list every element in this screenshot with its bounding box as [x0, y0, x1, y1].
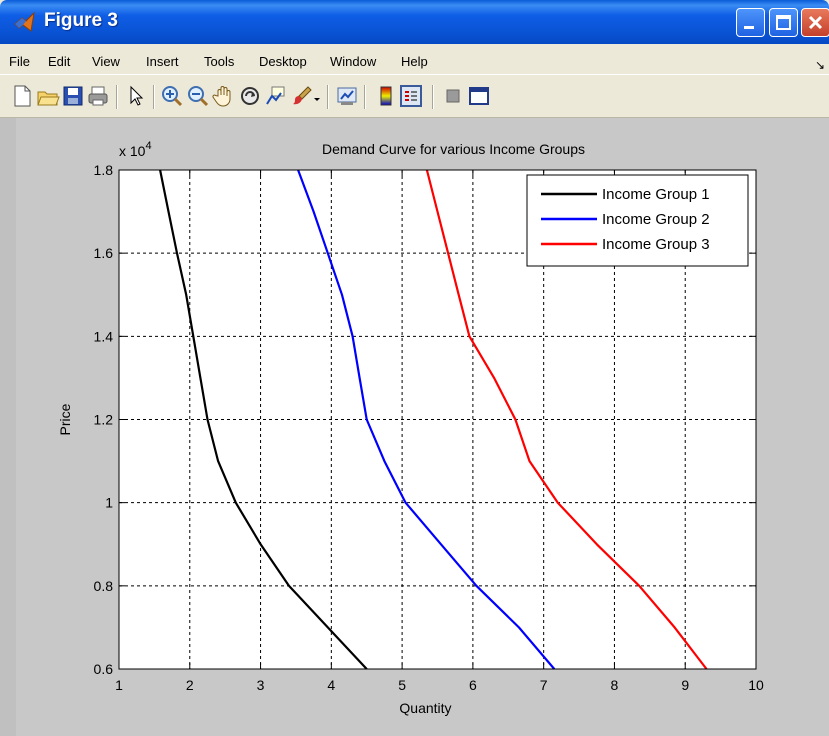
x-tick-label: 1 — [115, 677, 123, 693]
close-icon — [808, 15, 823, 30]
y-tick-label: 1.8 — [94, 162, 114, 178]
plot-area[interactable] — [118, 169, 757, 670]
brush-dropdown-icon[interactable] — [312, 84, 322, 108]
menu-help[interactable]: Help — [401, 54, 428, 69]
maximize-icon — [776, 15, 791, 30]
y-tick-label: 1.2 — [94, 412, 114, 428]
x-tick-label: 4 — [327, 677, 335, 693]
rotate-3d-icon[interactable] — [238, 84, 262, 108]
y-tick-label: 0.6 — [94, 661, 114, 677]
save-icon[interactable] — [61, 84, 85, 108]
y-exponent-base: x 10 — [119, 143, 146, 159]
pointer-icon[interactable] — [124, 84, 148, 108]
brush-icon[interactable] — [290, 84, 314, 108]
link-plot-icon[interactable] — [335, 84, 359, 108]
x-tick-label: 9 — [681, 677, 689, 693]
x-tick-label: 6 — [469, 677, 477, 693]
menu-desktop[interactable]: Desktop — [259, 54, 307, 69]
data-cursor-icon[interactable] — [264, 84, 288, 108]
toolbar-separator — [327, 85, 329, 109]
hide-plot-tools-icon[interactable] — [441, 84, 465, 108]
grid — [119, 170, 756, 669]
menu-insert[interactable]: Insert — [146, 54, 179, 69]
menu-view[interactable]: View — [92, 54, 120, 69]
menu-window[interactable]: Window — [330, 54, 377, 69]
zoom-in-icon[interactable] — [160, 84, 184, 108]
x-tick-label: 3 — [257, 677, 265, 693]
y-axis-exponent: x 104 — [119, 140, 152, 159]
x-tick-label: 10 — [748, 677, 764, 693]
close-button[interactable] — [801, 8, 829, 37]
axis-labels: Demand Curve for various Income Groups Q… — [57, 140, 585, 716]
minimize-icon — [744, 26, 754, 29]
legend-label: Income Group 3 — [602, 236, 710, 253]
x-tick-label: 5 — [398, 677, 406, 693]
x-axis-label: Quantity — [399, 700, 451, 716]
y-tick-label: 1.4 — [94, 328, 114, 344]
toolbar-separator — [116, 85, 118, 109]
y-axis-label: Price — [57, 403, 73, 435]
y-tick-label: 0.8 — [94, 578, 114, 594]
toolbar-separator — [153, 85, 155, 109]
figure-toolbar — [0, 74, 829, 118]
figure-canvas: 1 2 3 4 5 6 7 8 9 10 0.6 0.8 1 1.2 1.4 1.6 1.8 Demand Cu… — [0, 118, 829, 736]
show-plot-tools-icon[interactable] — [467, 84, 491, 108]
chart-title: Demand Curve for various Income Groups — [322, 141, 585, 157]
menu-overflow-arrow[interactable]: ↘ — [814, 58, 825, 72]
zoom-out-icon[interactable] — [186, 84, 210, 108]
minimize-button[interactable] — [736, 8, 765, 37]
print-icon[interactable] — [86, 84, 110, 108]
window-titlebar[interactable]: Figure 3 — [0, 0, 829, 44]
menu-tools[interactable]: Tools — [204, 54, 235, 69]
open-file-icon[interactable] — [36, 84, 60, 108]
colorbar-icon[interactable] — [374, 84, 398, 108]
x-tick-label: 7 — [540, 677, 548, 693]
menu-edit[interactable]: Edit — [48, 54, 71, 69]
toolbar-separator — [432, 85, 434, 109]
legend-label: Income Group 2 — [602, 211, 710, 228]
series-line-3 — [425, 169, 708, 670]
menu-file[interactable]: File — [9, 54, 30, 69]
pan-hand-icon[interactable] — [212, 84, 236, 108]
axis-ticks: 1 2 3 4 5 6 7 8 9 10 0.6 0.8 1 1.2 1.4 1.6 1.8 — [94, 162, 764, 693]
toolbar-separator — [364, 85, 366, 109]
legend-box — [526, 174, 749, 267]
matlab-logo-icon — [14, 12, 35, 32]
chart: 1 2 3 4 5 6 7 8 9 10 0.6 0.8 1 1.2 1.4 1.6 1.8 Demand Cu… — [57, 140, 764, 716]
menu-bar: File Edit View Insert Tools Desktop Wind… — [0, 44, 829, 74]
figure-left-edge — [0, 118, 16, 736]
series-line-1 — [159, 169, 368, 670]
x-tick-label: 8 — [611, 677, 619, 693]
new-figure-icon[interactable] — [10, 84, 34, 108]
legend-label: Income Group 1 — [602, 186, 710, 203]
maximize-button[interactable] — [769, 8, 798, 37]
x-tick-label: 2 — [186, 677, 194, 693]
y-exponent-power: 4 — [145, 140, 151, 152]
window-title: Figure 3 — [44, 10, 118, 31]
series-lines — [159, 169, 708, 670]
legend[interactable]: Income Group 1 Income Group 2 Income Group… — [526, 174, 749, 267]
legend-icon[interactable] — [399, 84, 423, 108]
y-tick-label: 1.6 — [94, 245, 114, 261]
series-line-2 — [297, 169, 556, 670]
y-tick-label: 1 — [105, 495, 113, 511]
